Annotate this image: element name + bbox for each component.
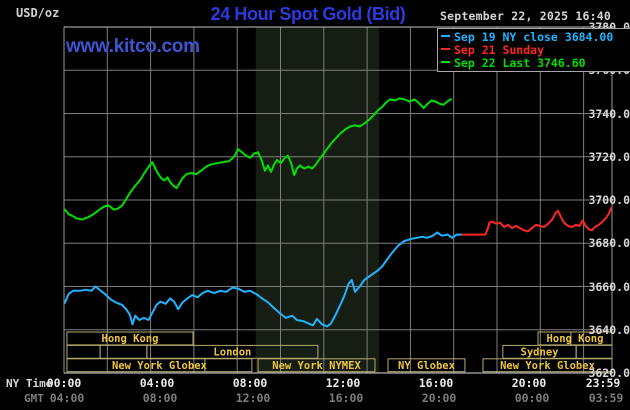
y-axis-label: 3720.0	[588, 149, 630, 164]
legend-row-sep22: Sep 22 Last 3746.60	[441, 56, 586, 70]
y-axis-label: 3660.0	[588, 279, 630, 294]
x-axis-label-ny-time: 16:00	[418, 376, 454, 390]
legend-row-sep21: Sep 21 Sunday	[441, 43, 545, 57]
x-axis-label-gmt: 12:00	[235, 391, 271, 405]
x-axis-label-ny-time: 00:00	[46, 376, 82, 390]
legend-label: Sep 22 Last 3746.60	[454, 56, 586, 70]
session-box	[257, 358, 376, 373]
legend-dash-icon	[441, 48, 450, 50]
legend-row-sep19: Sep 19 NY close 3684.00	[441, 30, 614, 44]
session-label: Hong Kong	[102, 333, 159, 345]
session-label: NY Globex	[398, 360, 456, 372]
x-axis-label-ny-time: 12:00	[325, 376, 361, 390]
legend: Sep 19 NY close 3684.00 Sep 21 Sunday Se…	[437, 28, 630, 72]
y-axis-label: 3680.0	[588, 236, 630, 251]
x-axis-label-gmt: 08:00	[142, 391, 178, 405]
session-box	[66, 358, 253, 373]
legend-label: Sep 19 NY close 3684.00	[454, 30, 614, 44]
legend-dash-icon	[441, 61, 450, 63]
x-axis-label-ny-time: 23:59	[585, 376, 621, 390]
x-axis-label-gmt: 20:00	[421, 391, 457, 405]
session-label: Hong Kong	[547, 333, 604, 345]
series-line-2	[63, 97, 452, 221]
session-box	[66, 331, 194, 346]
x-axis-label-ny-time: 08:00	[232, 376, 268, 390]
session-label: Sydney	[521, 346, 560, 358]
x-axis-label-gmt: 03:59	[588, 391, 624, 405]
series-line-0	[63, 231, 464, 328]
session-label: New York Globex	[500, 360, 596, 372]
x-axis-label-ny-time: 20:00	[511, 376, 547, 390]
y-axis-label: 3620.0	[588, 366, 630, 380]
page-title: 24 Hour Spot Gold (Bid)	[210, 4, 406, 24]
legend-label: Sep 21 Sunday	[454, 43, 545, 57]
x-axis-label-gmt: 00:00	[514, 391, 550, 405]
session-label: London	[213, 346, 251, 358]
session-box	[66, 344, 101, 359]
kitco-watermark-link[interactable]: www.kitco.com	[66, 36, 200, 57]
x-axis-label-gmt: 04:00	[49, 391, 85, 405]
session-box	[575, 344, 613, 359]
y-axis-label: 3640.0	[588, 322, 630, 337]
x-axis-label-ny-time: 04:00	[139, 376, 175, 390]
session-box	[146, 344, 319, 359]
legend-dash-icon	[441, 35, 450, 37]
x-axis-caption-gmt: GMT	[24, 392, 44, 405]
y-axis-unit-label: USD/oz	[16, 6, 60, 20]
y-axis-label: 3740.0	[588, 106, 630, 121]
y-axis-label: 3700.0	[588, 193, 630, 207]
session-label: New York NYMEX	[272, 360, 361, 372]
session-label: New York Globex	[112, 360, 208, 372]
timestamp-label: September 22, 2025 16:40	[440, 9, 611, 23]
series-line-1	[461, 206, 613, 236]
session-box	[387, 358, 466, 373]
x-axis-caption-ny-time: NY Time	[6, 377, 53, 390]
x-axis-label-gmt: 16:00	[328, 391, 364, 405]
